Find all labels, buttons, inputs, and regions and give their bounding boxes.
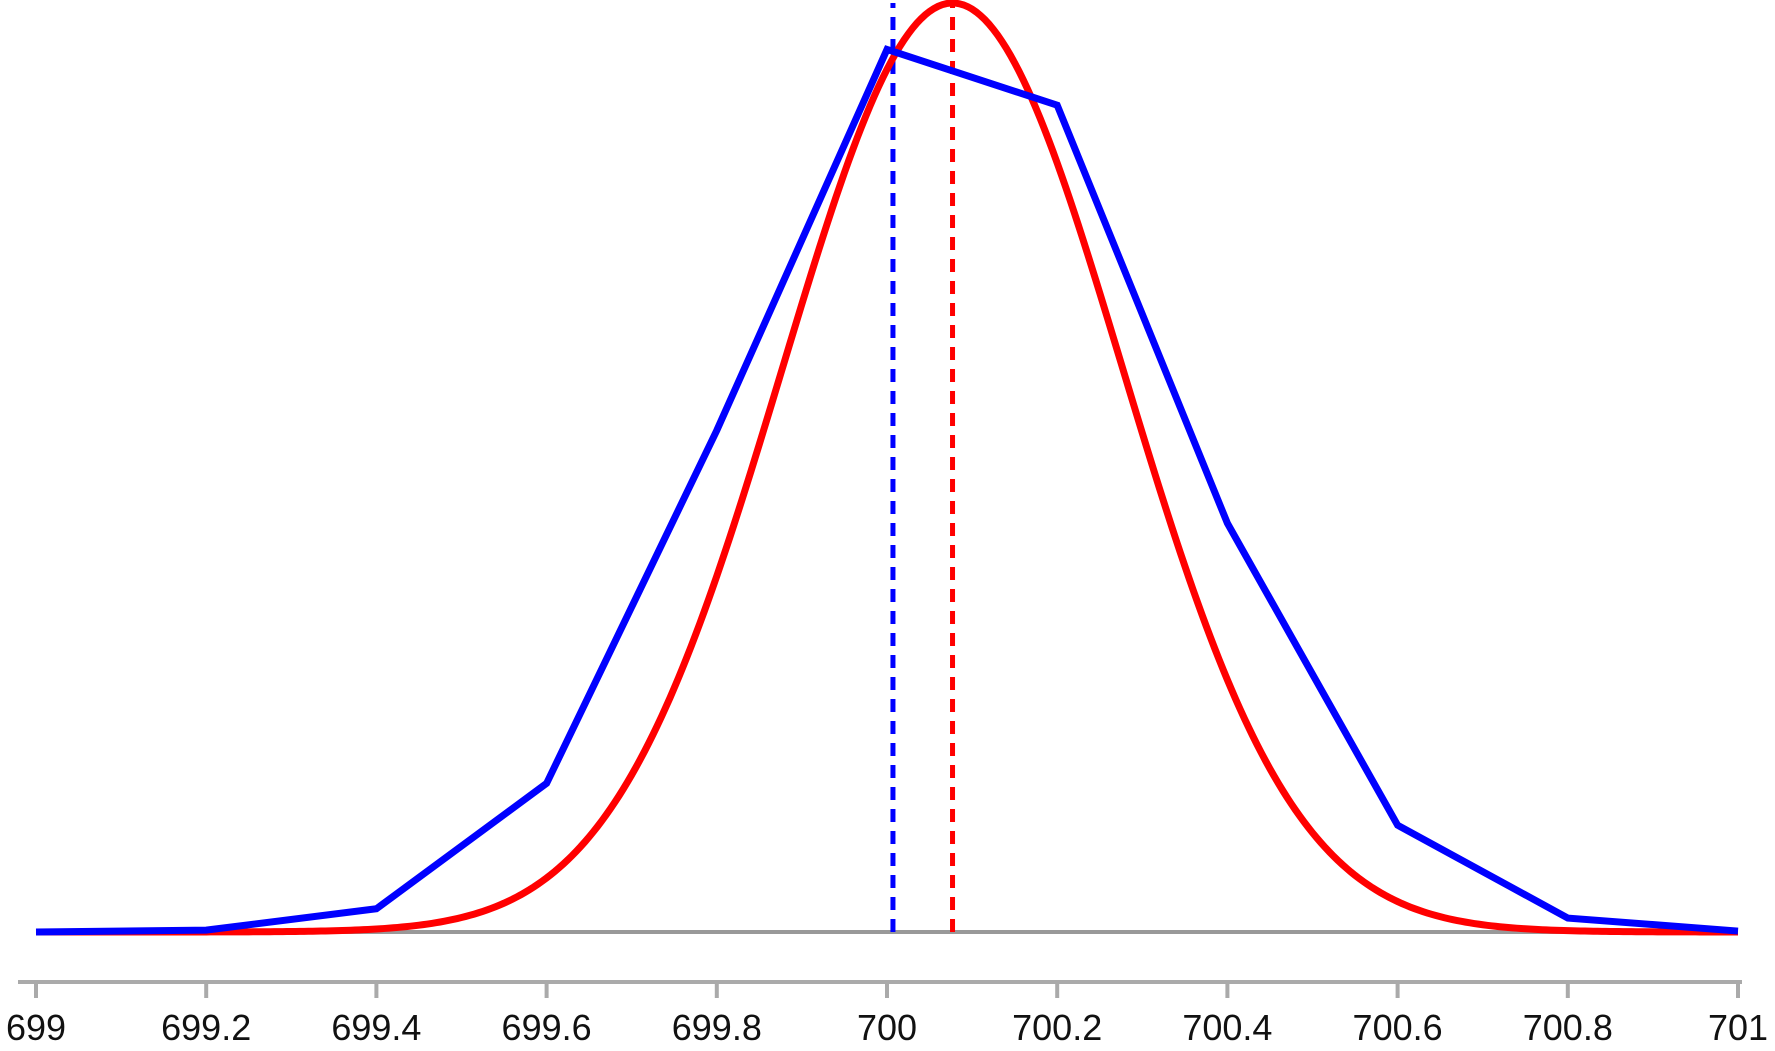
x-tick-label: 700 [857, 1007, 917, 1048]
plot-area [35, 0, 1739, 936]
x-tick-label: 700.4 [1182, 1007, 1272, 1048]
x-axis: 699 699.2 699.4 699.6 699.8 700 700.2 700.4 700.… [6, 980, 1768, 1048]
normal-curve-series-line [36, 0, 1738, 936]
x-tick-label: 699 [6, 1007, 66, 1048]
x-tick-label: 699.6 [502, 1007, 592, 1048]
x-tick-label: 699.8 [672, 1007, 762, 1048]
x-tick-label: 700.6 [1353, 1007, 1443, 1048]
x-tick-label: 700.2 [1012, 1007, 1102, 1048]
empirical-series-line [35, 45, 1739, 936]
x-tick-label: 701 [1708, 1007, 1768, 1048]
x-tick-label: 699.2 [161, 1007, 251, 1048]
x-tick-label: 699.4 [331, 1007, 421, 1048]
x-tick-label: 700.8 [1523, 1007, 1613, 1048]
